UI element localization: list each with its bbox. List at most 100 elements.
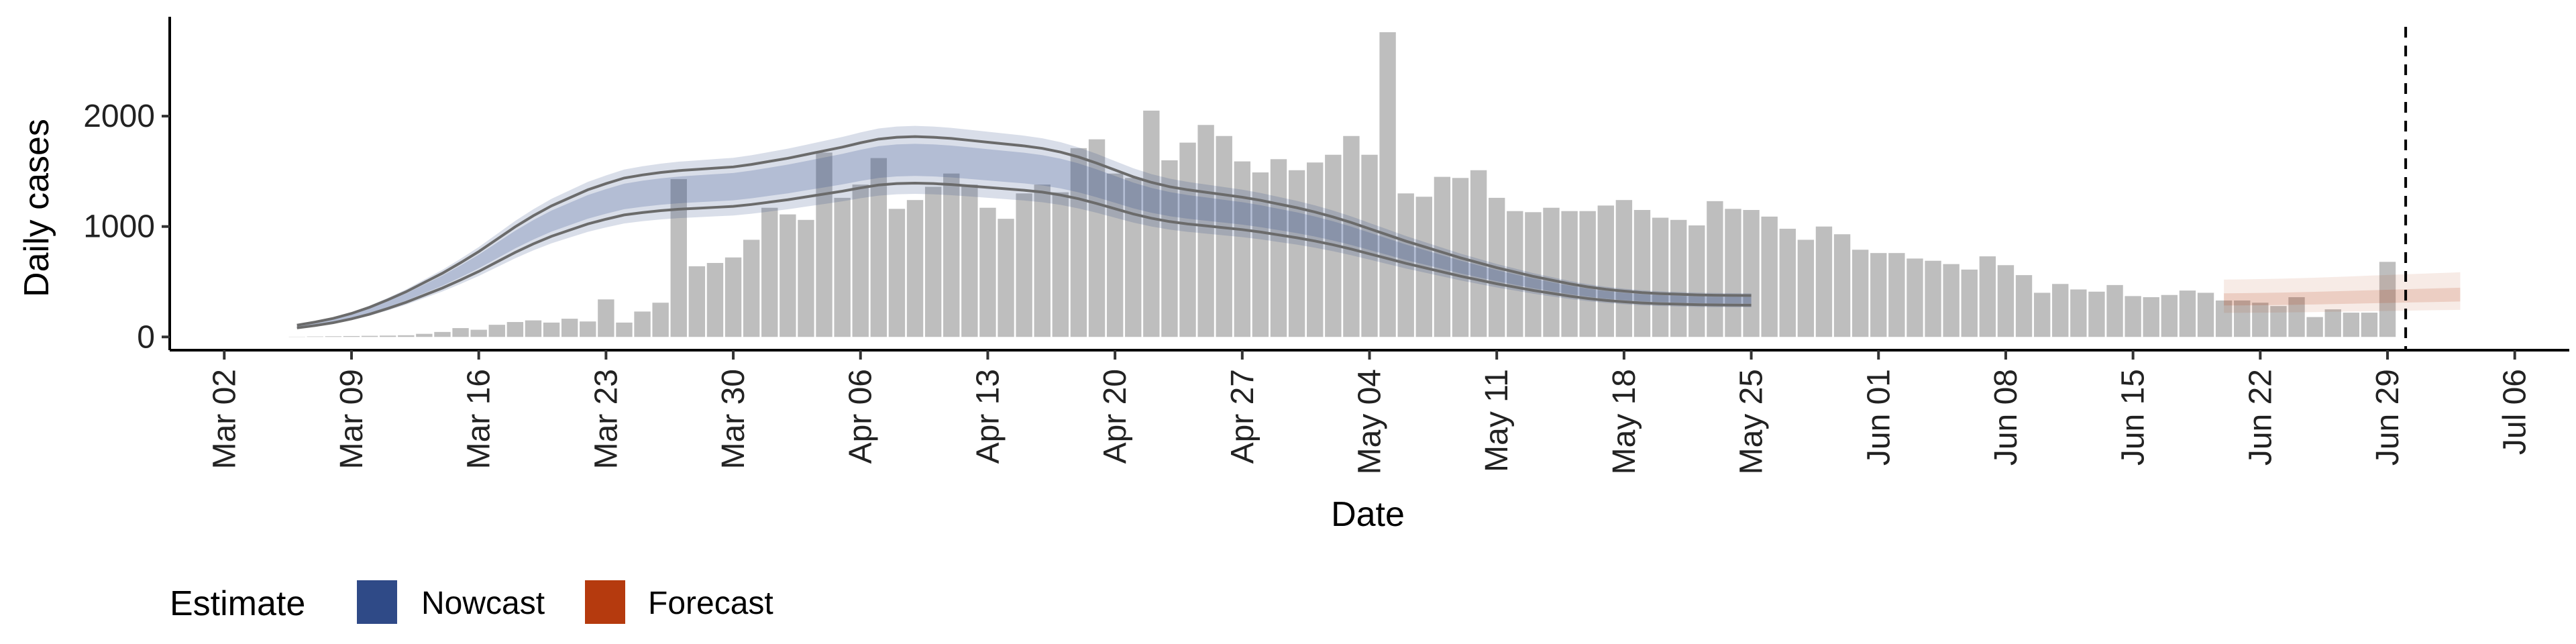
bar-reported-cases — [2270, 306, 2287, 337]
bar-reported-cases — [1779, 228, 1796, 337]
bar-reported-cases — [2143, 297, 2159, 337]
nowcast-outer-ribbon — [297, 125, 1752, 329]
bar-reported-cases — [1307, 162, 1324, 337]
bar-reported-cases — [543, 322, 560, 337]
legend-label-forecast: Forecast — [648, 586, 773, 621]
bar-reported-cases — [1234, 161, 1251, 337]
bar-reported-cases — [888, 209, 906, 337]
bar-reported-cases — [2234, 300, 2251, 337]
bar-reported-cases — [398, 335, 415, 337]
bar-reported-cases — [379, 335, 396, 337]
bar-reported-cases — [1743, 210, 1760, 337]
bar-reported-cases — [325, 336, 342, 337]
x-tick-label: Apr 06 — [843, 369, 879, 464]
y-axis-title: Daily cases — [17, 119, 56, 297]
bar-reported-cases — [634, 311, 651, 337]
bar-reported-cases — [780, 214, 796, 337]
bar-reported-cases — [1379, 32, 1396, 337]
bar-reported-cases — [1652, 217, 1669, 337]
bar-reported-cases — [2106, 284, 2123, 337]
legend-label-nowcast: Nowcast — [421, 586, 545, 621]
x-tick-label: May 25 — [1734, 369, 1770, 474]
bar-reported-cases — [961, 184, 978, 337]
bar-reported-cases — [2197, 292, 2214, 337]
bar-reported-cases — [1088, 139, 1106, 337]
y-tick-label: 2000 — [83, 99, 155, 134]
bar-reported-cases — [1016, 193, 1032, 337]
bar-reported-cases — [943, 173, 960, 337]
bar-reported-cases — [1125, 178, 1142, 337]
bar-reported-cases — [488, 325, 505, 337]
bar-reported-cases — [2033, 292, 2051, 337]
bar-reported-cases — [2324, 309, 2341, 337]
y-tick-label: 0 — [137, 319, 155, 355]
bar-reported-cases — [1434, 176, 1451, 337]
bar-reported-cases — [924, 186, 942, 337]
bar-reported-cases — [343, 335, 360, 337]
bar-reported-cases — [1070, 148, 1087, 337]
nowcast-inner-ribbon — [297, 144, 1752, 328]
legend-title: Estimate — [170, 584, 305, 623]
bar-reported-cases — [2361, 313, 2378, 337]
bar-reported-cases — [1725, 209, 1741, 337]
bar-reported-cases — [1343, 136, 1360, 337]
bar-reported-cases — [852, 184, 869, 337]
bar-reported-cases — [525, 320, 542, 337]
x-tick-label: Mar 09 — [334, 369, 370, 469]
bar-reported-cases — [452, 328, 469, 337]
bar-reported-cases — [1470, 170, 1487, 337]
bar-reported-cases — [1143, 110, 1160, 337]
x-tick-label: Mar 23 — [588, 369, 624, 469]
bar-reported-cases — [1833, 234, 1851, 337]
bar-reported-cases — [1288, 170, 1305, 337]
bar-reported-cases — [2343, 313, 2360, 337]
bar-reported-cases — [2088, 291, 2105, 337]
forecast-inner-ribbon — [2224, 287, 2461, 306]
bar-reported-cases — [506, 322, 524, 337]
bar-reported-cases — [2179, 290, 2196, 337]
y-tick-label: 1000 — [83, 209, 155, 245]
bar-reported-cases — [580, 321, 596, 337]
bar-reported-cases — [1161, 160, 1178, 337]
bar-reported-cases — [616, 322, 633, 337]
x-tick-label: May 18 — [1607, 369, 1642, 474]
bar-reported-cases — [998, 219, 1014, 337]
bar-reported-cases — [2288, 297, 2305, 337]
bar-reported-cases — [1216, 136, 1232, 337]
bar-reported-cases — [1597, 205, 1614, 337]
ribbons-layer — [297, 125, 2461, 329]
bar-reported-cases — [979, 207, 996, 337]
bar-reported-cases — [1888, 253, 1905, 337]
bar-reported-cases — [2161, 294, 2178, 337]
bar-reported-cases — [706, 262, 724, 337]
bar-reported-cases — [688, 266, 706, 337]
bar-reported-cases — [1907, 258, 1923, 337]
bar-reported-cases — [1034, 184, 1051, 337]
x-axis-title: Date — [1331, 495, 1405, 534]
bar-reported-cases — [1579, 211, 1596, 337]
bar-reported-cases — [1615, 200, 1633, 337]
bar-reported-cases — [1561, 211, 1578, 337]
bar-reported-cases — [816, 152, 833, 337]
bar-reported-cases — [1106, 173, 1124, 337]
bar-reported-cases — [561, 319, 578, 337]
bar-reported-cases — [470, 329, 487, 337]
ticks-layer: 0 1000 2000 Mar 02 Mar 09 Mar 16 Mar 23 Mar 30 A… — [83, 99, 2532, 474]
x-tick-label: Apr 27 — [1225, 369, 1260, 464]
bar-reported-cases — [834, 197, 851, 337]
x-tick-label: Mar 16 — [462, 369, 497, 469]
x-tick-label: Apr 20 — [1097, 369, 1133, 464]
bar-reported-cases — [1688, 225, 1705, 337]
bar-reported-cases — [1761, 216, 1778, 337]
bar-reported-cases — [2015, 275, 2033, 337]
x-tick-label: Jul 06 — [2498, 369, 2533, 455]
bar-reported-cases — [798, 219, 814, 337]
bar-reported-cases — [724, 257, 742, 337]
bar-reported-cases — [1361, 154, 1378, 337]
x-tick-label: Apr 13 — [970, 369, 1006, 464]
bar-reported-cases — [2252, 303, 2269, 337]
bar-reported-cases — [1543, 207, 1560, 337]
bar-reported-cases — [2070, 289, 2087, 337]
x-tick-label: Jun 08 — [1988, 369, 2024, 466]
